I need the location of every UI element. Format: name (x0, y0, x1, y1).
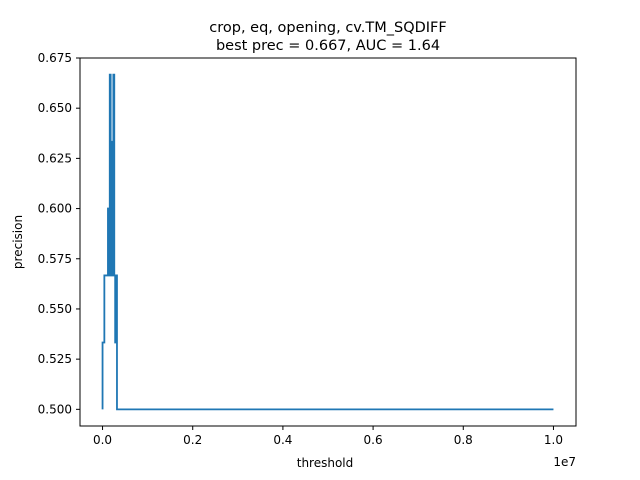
y-tick-label: 0.675 (38, 51, 72, 65)
chart-title-line2: best prec = 0.667, AUC = 1.64 (216, 38, 440, 54)
x-tick-label: 0.8 (454, 433, 473, 447)
x-tick-label: 0.4 (273, 433, 292, 447)
y-tick-label: 0.525 (38, 352, 72, 366)
series-line-0 (101, 73, 554, 411)
x-axis-label: threshold (297, 456, 354, 470)
x-axis-offset-label: 1e7 (553, 455, 576, 469)
y-tick-label: 0.600 (38, 202, 72, 216)
y-tick-label: 0.550 (38, 302, 72, 316)
y-tick-label: 0.650 (38, 101, 72, 115)
x-tick-label: 1.0 (544, 433, 563, 447)
y-axis-label: precision (11, 215, 25, 269)
x-tick-label: 0.2 (183, 433, 202, 447)
y-tick-label: 0.625 (38, 151, 72, 165)
y-tick-label: 0.575 (38, 252, 72, 266)
chart-title-line1: crop, eq, opening, cv.TM_SQDIFF (209, 20, 446, 36)
plot-frame (79, 57, 577, 427)
x-tick-label: 0.6 (364, 433, 383, 447)
y-tick-label: 0.500 (38, 402, 72, 416)
x-tick-label: 0.0 (93, 433, 112, 447)
